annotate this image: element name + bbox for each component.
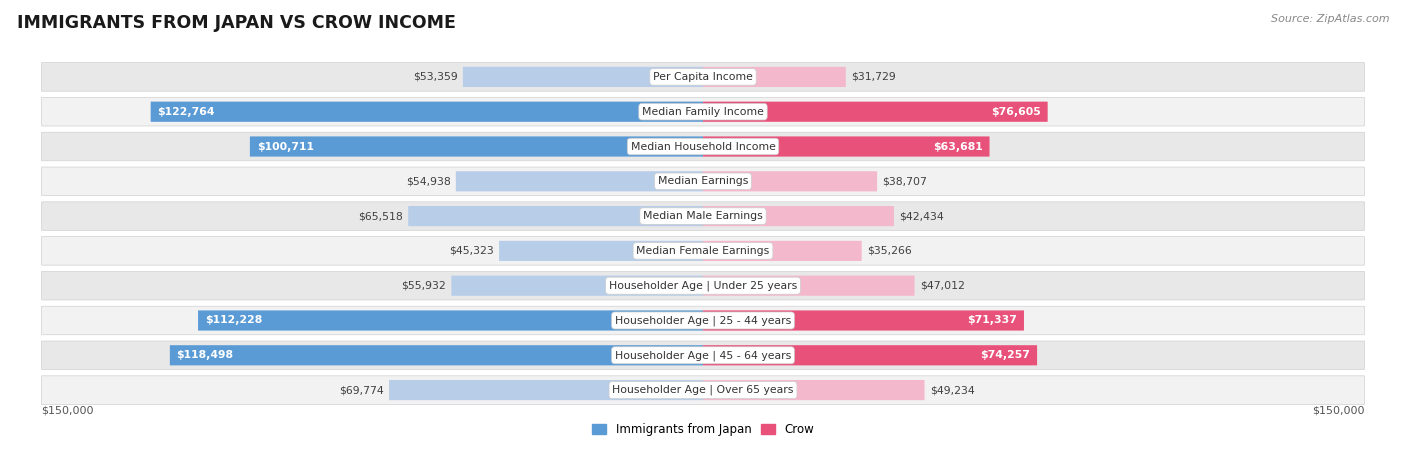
Text: Median Family Income: Median Family Income — [643, 107, 763, 117]
FancyBboxPatch shape — [499, 241, 703, 261]
FancyBboxPatch shape — [198, 311, 703, 331]
FancyBboxPatch shape — [42, 98, 1364, 126]
Text: Source: ZipAtlas.com: Source: ZipAtlas.com — [1271, 14, 1389, 24]
FancyBboxPatch shape — [42, 271, 1364, 300]
Text: $112,228: $112,228 — [205, 316, 262, 325]
FancyBboxPatch shape — [703, 345, 1038, 365]
FancyBboxPatch shape — [703, 206, 894, 226]
Text: $45,323: $45,323 — [449, 246, 494, 256]
FancyBboxPatch shape — [456, 171, 703, 191]
FancyBboxPatch shape — [389, 380, 703, 400]
FancyBboxPatch shape — [42, 341, 1364, 369]
Text: $53,359: $53,359 — [413, 72, 457, 82]
Text: $63,681: $63,681 — [934, 142, 983, 151]
Text: Median Household Income: Median Household Income — [630, 142, 776, 151]
FancyBboxPatch shape — [703, 276, 914, 296]
Text: $74,257: $74,257 — [980, 350, 1031, 360]
Text: $49,234: $49,234 — [929, 385, 974, 395]
Text: $71,337: $71,337 — [967, 316, 1017, 325]
Text: IMMIGRANTS FROM JAPAN VS CROW INCOME: IMMIGRANTS FROM JAPAN VS CROW INCOME — [17, 14, 456, 32]
FancyBboxPatch shape — [42, 306, 1364, 335]
FancyBboxPatch shape — [150, 102, 703, 122]
FancyBboxPatch shape — [703, 102, 1047, 122]
Text: Median Female Earnings: Median Female Earnings — [637, 246, 769, 256]
Text: $65,518: $65,518 — [359, 211, 404, 221]
Text: $118,498: $118,498 — [177, 350, 233, 360]
FancyBboxPatch shape — [42, 63, 1364, 91]
FancyBboxPatch shape — [463, 67, 703, 87]
Text: $69,774: $69,774 — [339, 385, 384, 395]
FancyBboxPatch shape — [42, 376, 1364, 404]
Text: $150,000: $150,000 — [1312, 406, 1364, 416]
FancyBboxPatch shape — [451, 276, 703, 296]
FancyBboxPatch shape — [703, 311, 1024, 331]
Text: $55,932: $55,932 — [401, 281, 446, 290]
FancyBboxPatch shape — [703, 241, 862, 261]
Text: $122,764: $122,764 — [157, 107, 215, 117]
FancyBboxPatch shape — [42, 167, 1364, 196]
Text: Householder Age | 25 - 44 years: Householder Age | 25 - 44 years — [614, 315, 792, 326]
FancyBboxPatch shape — [408, 206, 703, 226]
Text: $35,266: $35,266 — [868, 246, 912, 256]
Text: $47,012: $47,012 — [920, 281, 965, 290]
Text: Median Male Earnings: Median Male Earnings — [643, 211, 763, 221]
FancyBboxPatch shape — [42, 237, 1364, 265]
Text: $38,707: $38,707 — [883, 177, 928, 186]
FancyBboxPatch shape — [250, 136, 703, 156]
Text: $42,434: $42,434 — [900, 211, 943, 221]
FancyBboxPatch shape — [42, 202, 1364, 230]
Text: $76,605: $76,605 — [991, 107, 1040, 117]
FancyBboxPatch shape — [703, 136, 990, 156]
Text: $31,729: $31,729 — [851, 72, 896, 82]
Legend: Immigrants from Japan, Crow: Immigrants from Japan, Crow — [588, 418, 818, 440]
Text: Median Earnings: Median Earnings — [658, 177, 748, 186]
FancyBboxPatch shape — [703, 67, 846, 87]
Text: Householder Age | 45 - 64 years: Householder Age | 45 - 64 years — [614, 350, 792, 361]
Text: Householder Age | Under 25 years: Householder Age | Under 25 years — [609, 281, 797, 291]
Text: Householder Age | Over 65 years: Householder Age | Over 65 years — [612, 385, 794, 396]
FancyBboxPatch shape — [170, 345, 703, 365]
Text: $150,000: $150,000 — [42, 406, 94, 416]
FancyBboxPatch shape — [42, 132, 1364, 161]
Text: Per Capita Income: Per Capita Income — [652, 72, 754, 82]
FancyBboxPatch shape — [703, 171, 877, 191]
Text: $54,938: $54,938 — [406, 177, 450, 186]
Text: $100,711: $100,711 — [257, 142, 314, 151]
FancyBboxPatch shape — [703, 380, 925, 400]
